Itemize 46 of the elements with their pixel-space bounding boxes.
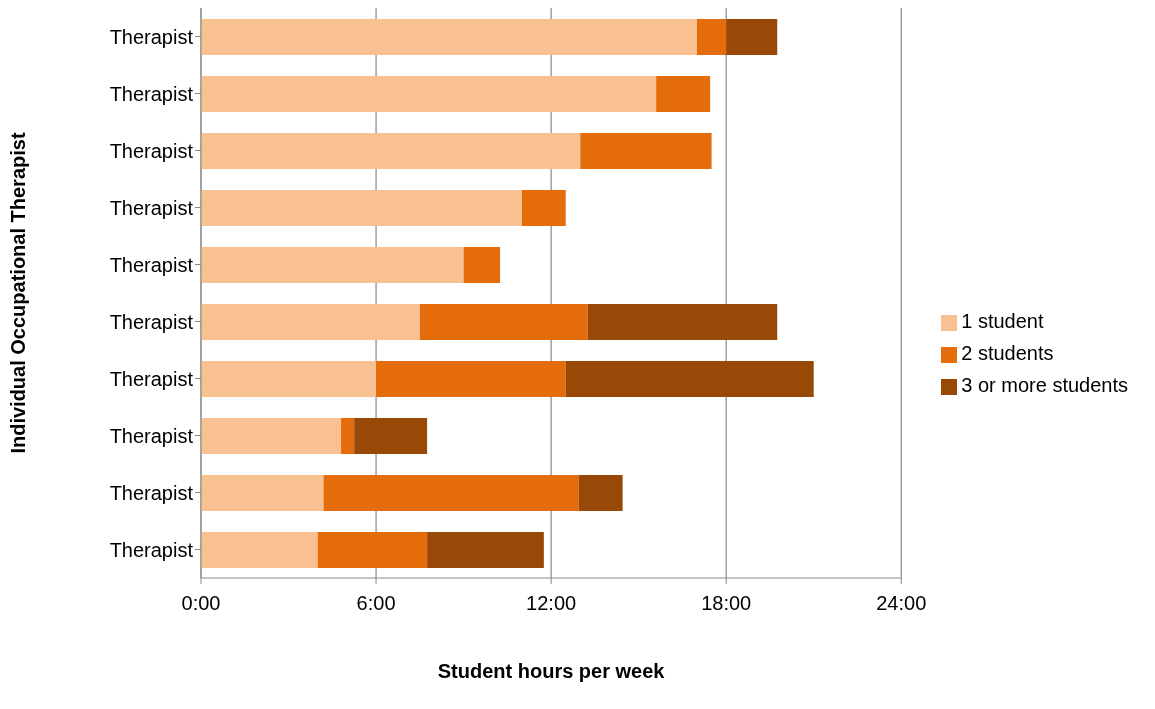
y-tick-label: Therapist (109, 310, 194, 333)
y-tick-label: Therapist (109, 82, 194, 105)
bar (341, 418, 355, 454)
y-tick-label: Therapist (109, 538, 194, 561)
bar (376, 361, 566, 397)
bar (201, 418, 342, 454)
bar (463, 247, 501, 283)
x-tick-label: 18:00 (701, 592, 752, 615)
x-tick-label: 24:00 (876, 592, 927, 615)
y-tick-label: Therapist (109, 367, 194, 390)
x-tick-label: 6:00 (356, 592, 396, 615)
bar (323, 475, 579, 511)
bar (656, 76, 711, 112)
legend-label: 3 or more students (961, 374, 1128, 396)
y-tick-label: Therapist (109, 424, 194, 447)
bar (201, 19, 698, 55)
bar (201, 475, 324, 511)
legend-label: 1 student (961, 310, 1044, 332)
bar (521, 190, 566, 226)
x-tick-label: 12:00 (526, 592, 577, 615)
bar (427, 532, 544, 568)
y-axis-title: Individual Occupational Therapist (7, 132, 30, 454)
bar (201, 361, 377, 397)
bar (201, 76, 657, 112)
bar (419, 304, 588, 340)
bar (565, 361, 814, 397)
x-tick-label: 0:00 (181, 592, 221, 615)
bar (317, 532, 428, 568)
bar (587, 304, 778, 340)
y-tick-label: Therapist (109, 253, 194, 276)
bar (201, 304, 420, 340)
bar (580, 133, 712, 169)
bar (201, 133, 581, 169)
bar (697, 19, 727, 55)
y-tick-label: Therapist (109, 25, 194, 48)
x-axis-title: Student hours per week (437, 660, 666, 682)
y-tick-label: Therapist (109, 139, 194, 162)
bar (354, 418, 428, 454)
bar (201, 190, 522, 226)
y-tick-label: Therapist (109, 196, 194, 219)
bar (201, 247, 464, 283)
y-tick-label: Therapist (109, 481, 194, 504)
legend-label: 2 students (961, 342, 1054, 364)
bar (201, 532, 318, 568)
bar (578, 475, 623, 511)
bar (726, 19, 778, 55)
